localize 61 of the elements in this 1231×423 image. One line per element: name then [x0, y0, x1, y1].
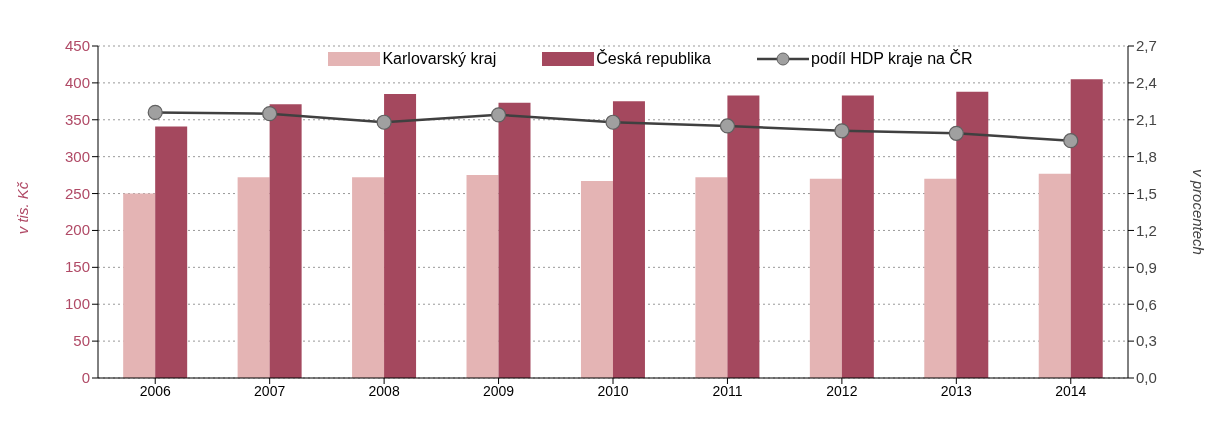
y2-tick-label: 0,6: [1136, 295, 1157, 313]
x-tick-label: 2008: [368, 382, 400, 399]
y-tick-label: 450: [64, 37, 90, 54]
x-tick-label: 2012: [826, 382, 858, 399]
point: [262, 106, 278, 122]
y2-tick-label: 1,2: [1136, 221, 1157, 239]
legend-label: podíl HDP kraje na ČR: [810, 50, 973, 68]
bar: [727, 95, 760, 378]
bar: [612, 101, 645, 378]
y-tick-label: 400: [64, 73, 90, 91]
y2-tick-label: 0,9: [1136, 258, 1157, 276]
y2-tick-label: 1,5: [1136, 184, 1157, 202]
y2-tick-label: 0,3: [1136, 332, 1157, 350]
bar: [809, 178, 842, 378]
bar: [695, 177, 728, 378]
bar: [237, 177, 270, 378]
bar: [498, 102, 531, 378]
point: [490, 107, 507, 123]
y-tick-label: 150: [64, 258, 90, 276]
y-tick-label: 300: [64, 147, 90, 165]
x-tick-label: 2013: [940, 382, 973, 399]
x-tick-label: 2011: [712, 382, 743, 399]
y2-tick-label: 2,1: [1136, 111, 1157, 129]
y-tick-label: 250: [64, 184, 90, 202]
point: [147, 104, 163, 120]
point: [605, 114, 621, 130]
y2-tick-label: 2,7: [1136, 37, 1157, 55]
bar: [580, 181, 613, 378]
point: [719, 118, 736, 134]
bar: [269, 104, 302, 378]
y-tick-label: 50: [73, 332, 90, 350]
point: [376, 114, 392, 130]
bar: [384, 93, 417, 378]
bar: [1070, 79, 1103, 378]
bar: [466, 175, 499, 378]
x-tick-label: 2009: [482, 382, 515, 399]
y-tick-label: 0: [81, 369, 90, 386]
legend-label: Česká republika: [596, 50, 711, 68]
legend-label: Karlovarský kraj: [382, 50, 497, 68]
bar: [123, 193, 156, 378]
bar: [155, 126, 188, 378]
x-tick-label: 2007: [254, 382, 286, 399]
y-tick-label: 350: [64, 110, 90, 128]
bar: [841, 95, 874, 378]
y2-tick-label: 0,0: [1136, 369, 1157, 387]
point: [1063, 133, 1079, 149]
y2-axis-title: v procentech: [1189, 169, 1207, 255]
bar: [924, 178, 957, 378]
bar: [956, 91, 989, 378]
y-tick-label: 200: [64, 221, 90, 239]
y2-tick-label: 2,4: [1136, 74, 1157, 92]
y-tick-label: 100: [64, 295, 90, 313]
x-tick-label: 2010: [597, 382, 629, 399]
point: [948, 125, 964, 141]
y-axis-title: v tis. Kč: [13, 181, 31, 235]
y2-tick-label: 1,8: [1136, 147, 1157, 165]
x-tick-label: 2006: [139, 382, 171, 399]
bar: [352, 177, 385, 378]
x-tick-label: 2014: [1055, 382, 1087, 399]
bar: [1038, 173, 1071, 378]
point: [834, 123, 850, 139]
